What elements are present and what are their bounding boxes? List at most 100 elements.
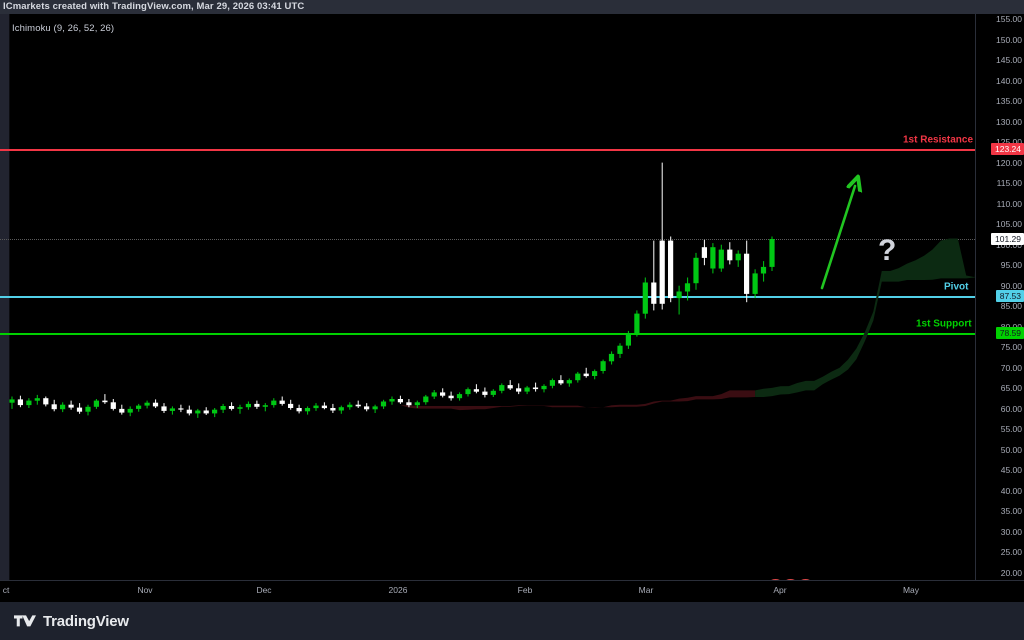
resistance-price-badge[interactable]: 123.24 (991, 143, 1024, 156)
price-tick: 105.00 (996, 219, 1022, 230)
price-tick: 40.00 (1000, 485, 1022, 496)
price-tick: 20.00 (1000, 568, 1022, 578)
candle-body (440, 392, 446, 396)
candle-body (304, 408, 311, 412)
candle-body (693, 257, 699, 284)
candle-body (507, 385, 513, 389)
candle-body (718, 249, 724, 269)
support-price-badge[interactable]: 78.59 (995, 326, 1024, 339)
candle-body (625, 333, 631, 346)
candle-body (752, 273, 758, 294)
candle-body (237, 407, 243, 409)
candle-body (760, 266, 767, 274)
candle-body (651, 282, 657, 304)
candle-body (482, 391, 488, 395)
candle-body (85, 406, 91, 412)
price-tick: 115.00 (996, 178, 1022, 189)
candle-body (549, 380, 555, 386)
candle-body (406, 402, 412, 406)
candle-body (161, 406, 167, 411)
candle-body (102, 400, 108, 403)
candle-body (456, 394, 463, 399)
candle-body (93, 400, 99, 407)
candle-body (600, 361, 606, 371)
candle-body (68, 404, 74, 408)
candle-body (465, 389, 471, 395)
resistance-line-label: 1st Resistance (903, 134, 974, 146)
price-tick: 75.00 (1000, 342, 1022, 353)
candle-body (271, 400, 277, 406)
candle-body (119, 408, 125, 413)
candle-body (60, 404, 66, 410)
resistance-line[interactable] (0, 149, 975, 152)
candle-body (389, 399, 395, 402)
last-price-badge[interactable]: 101.29 (991, 233, 1024, 246)
candle-body (448, 395, 454, 399)
candle-body (245, 403, 251, 408)
candle-body (254, 403, 260, 407)
us-flag-icon[interactable] (766, 579, 785, 580)
candle-body (364, 406, 370, 410)
candle-body (347, 404, 353, 408)
price-tick: 155.00 (996, 14, 1022, 24)
candle-body (701, 247, 707, 258)
candle-body (76, 407, 83, 412)
candle-body (558, 380, 564, 384)
candle-body (668, 240, 674, 299)
tradingview-logo-icon (14, 615, 36, 627)
time-axis[interactable]: ct Nov Dec 2026 Feb Mar Apr May (0, 580, 1024, 603)
price-tick: 25.00 (1000, 547, 1022, 558)
candle-body (9, 399, 15, 403)
pivot-line[interactable] (0, 295, 975, 298)
time-tick: 2026 (388, 585, 408, 595)
candle-body (17, 399, 23, 406)
candle-body (575, 373, 581, 381)
candle-body (144, 402, 150, 406)
last-price-line[interactable] (0, 239, 975, 241)
candle-body (288, 403, 294, 408)
support-line[interactable] (0, 332, 975, 335)
chart-pane[interactable]: ? 1st Resistance Pivot 1st Support (0, 14, 975, 580)
us-flag-icon[interactable] (781, 579, 800, 580)
pivot-price-badge[interactable]: 87.53 (995, 289, 1024, 302)
candle-body (338, 407, 344, 411)
candle-body (516, 388, 522, 392)
candle-body (136, 405, 142, 409)
candle-body (262, 405, 268, 407)
candle-body (203, 410, 209, 414)
price-axis[interactable]: 155.00 150.00 145.00 140.00 135.00 130.00 125.… (975, 14, 1024, 580)
candle-body (541, 385, 547, 390)
us-flag-icon[interactable] (796, 579, 815, 580)
time-tick: Feb (517, 585, 533, 595)
candle-body (296, 408, 302, 412)
price-tick: 140.00 (996, 75, 1022, 86)
economic-event-markers[interactable] (766, 579, 815, 580)
candle-body (110, 402, 116, 409)
price-tick: 150.00 (996, 34, 1022, 45)
candle-body (499, 385, 505, 391)
candle-body (473, 389, 479, 392)
chart-watermark: ICmarkets created with TradingView.com, … (0, 0, 1024, 14)
candle-body (212, 409, 218, 414)
tradingview-logo[interactable]: TradingView (14, 613, 129, 630)
price-tick: 55.00 (1000, 424, 1022, 435)
candle-body (313, 405, 319, 409)
price-tick: 45.00 (1000, 465, 1022, 476)
candle-body (220, 406, 226, 410)
candle-body (397, 399, 403, 403)
candle-body (34, 398, 40, 401)
candle-body (127, 408, 133, 413)
tradingview-logo-text: TradingView (43, 613, 129, 630)
candle-body (592, 371, 598, 376)
indicator-legend[interactable]: Ichimoku (9, 26, 52, 26) (12, 23, 115, 34)
candle-body (51, 404, 57, 410)
candle-body (608, 353, 615, 362)
candle-body (634, 313, 640, 334)
candle-body (321, 405, 327, 409)
time-tick: Apr (773, 585, 787, 595)
price-tick: 70.00 (1000, 362, 1022, 373)
candle-body (642, 282, 648, 314)
pivot-line-label: Pivot (944, 281, 969, 293)
time-tick: Dec (256, 585, 272, 595)
